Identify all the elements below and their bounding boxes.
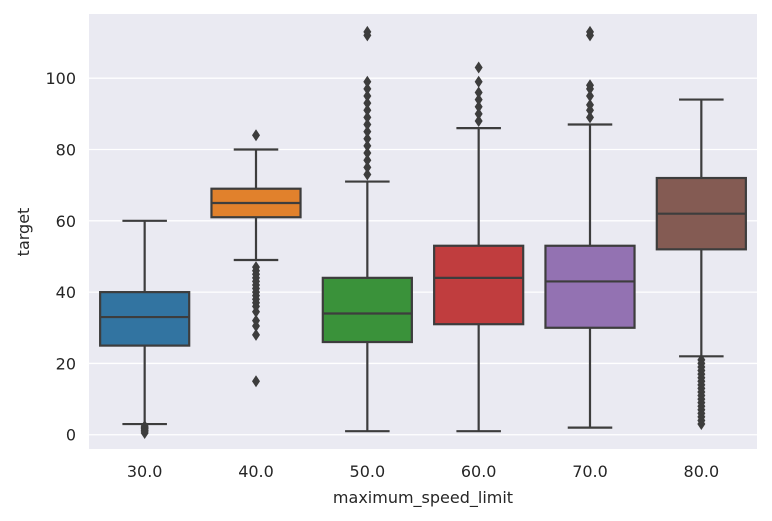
- y-tick-label: 100: [45, 69, 76, 88]
- box-series: [99, 25, 747, 439]
- outlier-marker: [363, 25, 372, 38]
- x-tick-label: 80.0: [684, 462, 720, 481]
- outlier-marker: [140, 420, 149, 433]
- box-70.0: [544, 25, 636, 429]
- outlier-marker: [474, 114, 483, 127]
- x-axis-label: maximum_speed_limit: [333, 488, 513, 508]
- outlier-marker: [252, 314, 260, 327]
- plot-area: [89, 14, 757, 449]
- y-tick-label: 40: [56, 283, 76, 302]
- x-tick-label: 70.0: [572, 462, 608, 481]
- outlier-marker: [474, 93, 483, 106]
- x-tick-labels: 30.0 40.0 50.0 60.0 70.0 80.0: [127, 462, 719, 481]
- outlier-marker: [363, 97, 372, 110]
- grid-lines: [89, 77, 757, 436]
- outlier-marker: [474, 107, 483, 120]
- outlier-marker: [252, 261, 260, 274]
- outlier-marker: [474, 75, 483, 88]
- outlier-marker: [363, 147, 372, 160]
- outlier-marker: [586, 25, 594, 38]
- outlier-marker: [363, 111, 372, 124]
- outlier-marker: [363, 161, 372, 174]
- outlier-marker: [586, 79, 594, 92]
- outlier-marker: [363, 104, 372, 117]
- outlier-marker: [252, 375, 260, 388]
- outlier-marker: [474, 86, 483, 99]
- outlier-marker: [586, 90, 594, 103]
- iqr-box: [321, 276, 413, 344]
- y-tick-labels: 0 20 40 60 80 100: [45, 69, 76, 445]
- y-axis-label: target: [14, 208, 33, 257]
- outlier-marker: [252, 328, 260, 341]
- box-50.0: [321, 25, 413, 433]
- outlier-marker: [474, 61, 483, 74]
- outlier-marker: [363, 118, 372, 131]
- y-tick-label: 0: [66, 426, 76, 445]
- box-30.0: [99, 219, 191, 439]
- x-tick-label: 30.0: [127, 462, 163, 481]
- box-60.0: [433, 61, 525, 433]
- iqr-box: [544, 244, 636, 329]
- x-tick-label: 50.0: [350, 462, 386, 481]
- x-tick-label: 60.0: [461, 462, 497, 481]
- x-tick-label: 40.0: [238, 462, 274, 481]
- iqr-box: [433, 244, 525, 326]
- outlier-marker: [363, 139, 372, 152]
- box-40.0: [210, 129, 302, 388]
- outlier-marker: [697, 353, 706, 366]
- outlier-marker: [363, 154, 372, 167]
- y-tick-label: 20: [56, 354, 76, 373]
- outlier-marker: [363, 82, 372, 95]
- y-tick-label: 60: [56, 212, 76, 231]
- outlier-marker: [363, 75, 372, 88]
- outlier-marker: [586, 98, 594, 111]
- y-tick-label: 80: [56, 140, 76, 159]
- box-80.0: [655, 98, 747, 431]
- outlier-marker: [363, 125, 372, 138]
- outlier-marker: [586, 111, 594, 124]
- iqr-box: [99, 291, 191, 347]
- outlier-marker: [363, 168, 372, 181]
- outlier-marker: [474, 100, 483, 113]
- outlier-marker: [363, 90, 372, 103]
- outlier-marker: [363, 132, 372, 145]
- outlier-marker: [252, 129, 260, 142]
